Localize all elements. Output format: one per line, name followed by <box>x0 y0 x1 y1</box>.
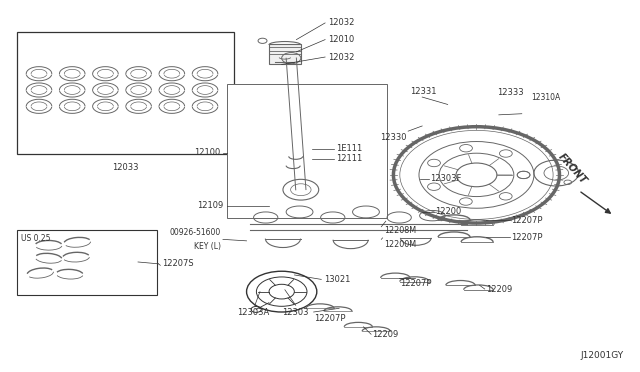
Text: 12207P: 12207P <box>314 314 345 323</box>
Text: 12208M: 12208M <box>384 226 416 235</box>
Text: 12200: 12200 <box>436 208 462 217</box>
Text: 12100: 12100 <box>194 148 220 157</box>
Text: 12032: 12032 <box>328 52 354 61</box>
Text: 12200M: 12200M <box>384 240 416 249</box>
Text: 12207P: 12207P <box>511 232 543 242</box>
Text: 12333: 12333 <box>497 88 524 97</box>
Bar <box>227 84 387 218</box>
Text: 12033: 12033 <box>112 163 138 171</box>
Text: 12032: 12032 <box>328 19 354 28</box>
Text: 12209: 12209 <box>372 330 399 340</box>
Text: 12109: 12109 <box>196 201 223 210</box>
Text: 12207P: 12207P <box>511 216 543 225</box>
Text: 13021: 13021 <box>324 275 350 284</box>
Text: 12207P: 12207P <box>400 279 431 288</box>
Text: 12111: 12111 <box>336 154 362 163</box>
Text: 1E111: 1E111 <box>336 144 362 153</box>
Text: 12207S: 12207S <box>162 259 193 268</box>
Text: 00926-51600: 00926-51600 <box>170 228 221 237</box>
Text: 12303: 12303 <box>282 308 309 317</box>
Text: 12303F: 12303F <box>431 174 462 183</box>
Text: FRONT: FRONT <box>557 152 589 186</box>
Bar <box>17 32 234 154</box>
Text: J12001GY: J12001GY <box>580 351 623 360</box>
Text: KEY (L): KEY (L) <box>194 242 221 251</box>
Text: 12330: 12330 <box>380 134 407 142</box>
Text: US 0.25: US 0.25 <box>21 234 51 243</box>
Bar <box>17 231 157 295</box>
Text: 12010: 12010 <box>328 35 354 44</box>
Text: 12209: 12209 <box>486 285 512 294</box>
Bar <box>269 44 301 64</box>
Text: 12303A: 12303A <box>237 308 269 317</box>
Text: 12310A: 12310A <box>531 93 560 102</box>
Text: 12331: 12331 <box>410 87 436 96</box>
